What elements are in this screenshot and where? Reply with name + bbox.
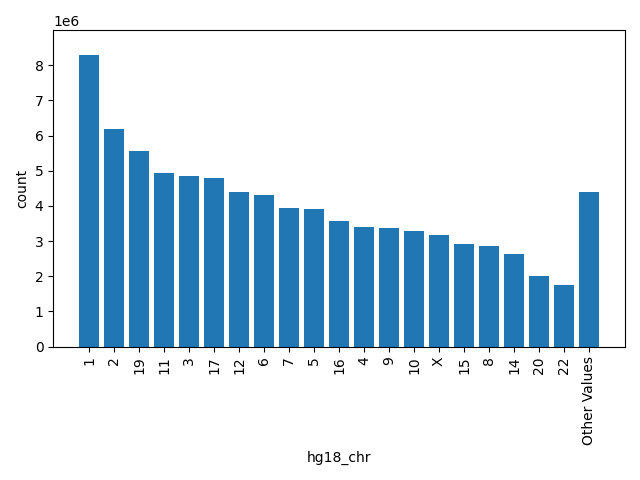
Bar — [229, 192, 249, 347]
Bar — [404, 231, 424, 347]
Bar — [104, 129, 124, 347]
Bar — [504, 254, 524, 347]
Bar — [379, 228, 399, 347]
Bar — [179, 176, 199, 347]
Bar — [204, 178, 224, 347]
Bar — [304, 209, 324, 347]
Bar — [279, 208, 299, 347]
Bar — [529, 276, 549, 347]
Bar — [429, 235, 449, 347]
Y-axis label: count: count — [15, 169, 29, 208]
Bar — [329, 221, 349, 347]
Bar — [79, 55, 99, 347]
Bar — [354, 227, 374, 347]
Bar — [579, 192, 599, 347]
Bar — [154, 172, 174, 347]
X-axis label: hg18_chr: hg18_chr — [307, 451, 371, 465]
Bar — [454, 244, 474, 347]
Bar — [479, 246, 499, 347]
Bar — [554, 286, 574, 347]
Bar — [129, 152, 149, 347]
Bar — [254, 195, 274, 347]
